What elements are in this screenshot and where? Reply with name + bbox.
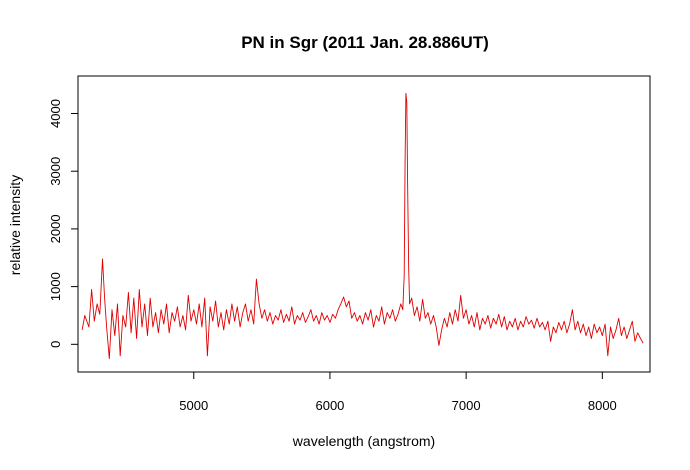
x-axis-label: wavelength (angstrom) [292, 433, 435, 449]
y-tick-label: 4000 [48, 99, 63, 128]
x-axis: 5000 6000 7000 8000 [179, 371, 617, 413]
plot-area [77, 75, 651, 373]
y-tick-label: 2000 [48, 214, 63, 243]
chart-title: PN in Sgr (2011 Jan. 28.886UT) [241, 33, 489, 52]
y-axis: 0 1000 2000 3000 4000 [48, 99, 78, 348]
y-tick-label: 1000 [48, 272, 63, 301]
x-tick-label: 8000 [588, 398, 617, 413]
x-tick-label: 6000 [315, 398, 344, 413]
x-tick-label: 5000 [179, 398, 208, 413]
y-tick-label: 0 [48, 341, 63, 348]
spectrum-series-0 [81, 92, 644, 360]
y-axis-label: relative intensity [7, 175, 23, 275]
series-layer [81, 92, 644, 360]
y-tick-label: 3000 [48, 157, 63, 186]
x-tick-label: 7000 [452, 398, 481, 413]
